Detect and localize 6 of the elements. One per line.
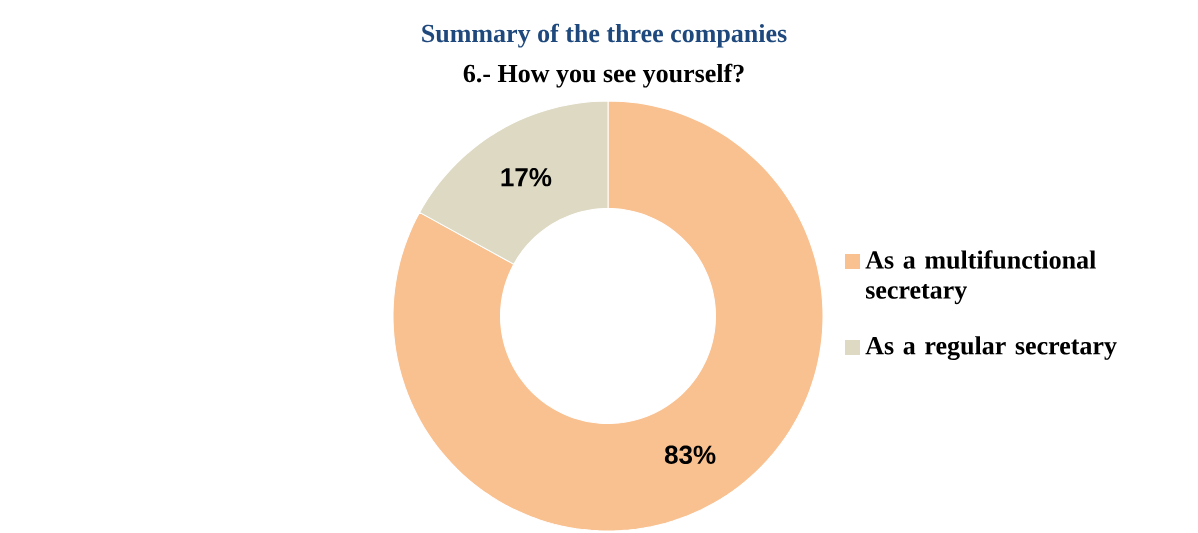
chart-title: Summary of the three companies <box>422 23 787 48</box>
legend-label: As a multifunctional secretary <box>865 250 1096 305</box>
data-label: 17% <box>501 168 552 187</box>
chart-subtitle: 6.- How you see yourself? <box>463 63 744 88</box>
data-label: 83% <box>664 445 716 465</box>
legend-label: As a regular secretary <box>865 336 1117 360</box>
